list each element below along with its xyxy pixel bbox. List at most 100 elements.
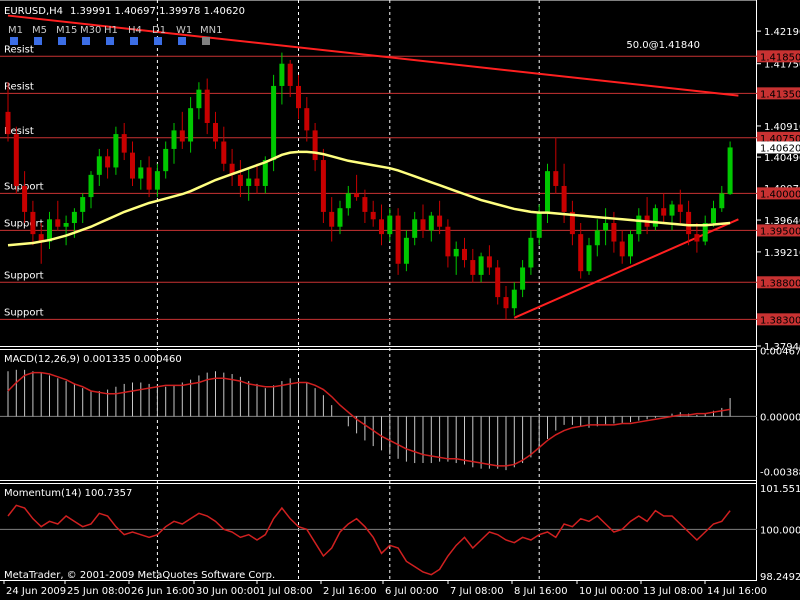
level-box-label: 1.39500 [760, 226, 800, 237]
candle-body [495, 267, 501, 298]
price-tick-label: 1.40910 [764, 122, 800, 133]
candle-body [13, 134, 19, 186]
level-side-label: Support [4, 218, 44, 229]
level-box-label: 1.40000 [760, 189, 800, 200]
candle-body [403, 237, 409, 264]
candle-body [603, 223, 609, 231]
candle [113, 126, 119, 175]
candle-body [619, 241, 625, 257]
trendline [513, 218, 739, 319]
candle-body [304, 108, 310, 131]
candle [38, 223, 44, 264]
candle-body [213, 122, 218, 142]
candle-body [154, 171, 160, 190]
candle [578, 223, 584, 279]
candle [387, 208, 393, 242]
fib-label: 50.0@1.41840 [626, 40, 700, 51]
level-box-bg [757, 187, 800, 200]
candle [628, 230, 633, 264]
time-tick-label: 13 Jul 08:00 [643, 586, 703, 597]
timeframe-label: M1 [8, 25, 23, 36]
level-price-box: 1.38300 [757, 313, 800, 326]
price-tick-label: 1.42190 [764, 27, 800, 38]
candle [478, 252, 484, 283]
candle-body [586, 245, 592, 272]
candle [437, 200, 443, 235]
candle [644, 197, 650, 235]
level-box-bg [757, 50, 800, 63]
candle-body [188, 108, 194, 142]
candle-body [503, 297, 509, 309]
candle-body [387, 215, 393, 235]
candle [213, 111, 218, 149]
candle [237, 160, 243, 198]
candle [171, 122, 177, 164]
timeframe-button-m1[interactable]: M1 [8, 25, 23, 45]
candle-body [113, 134, 119, 168]
price-tick-label: 1.39640 [764, 216, 800, 227]
candle [719, 185, 725, 212]
timeframe-button-m5[interactable]: M5 [32, 25, 47, 45]
candle [652, 204, 658, 231]
timeframe-bar[interactable]: M1 M5 M15 M30 H1 H4 D1 W1 MN1 [8, 25, 222, 45]
candle-body [196, 89, 202, 109]
candle [337, 200, 343, 235]
level-side-label: Support [4, 270, 44, 281]
candle-body [594, 230, 600, 246]
level-price-box: 1.39500 [757, 224, 800, 237]
candle [146, 156, 152, 198]
timeframe-button-mn1[interactable]: MN1 [200, 25, 222, 45]
macd-tick-label: -0.003889 [760, 467, 800, 478]
candle-body [312, 130, 318, 161]
candle-body [420, 219, 426, 231]
timeframe-indicator [130, 37, 138, 45]
timeframe-button-m30[interactable]: M30 [80, 25, 101, 45]
candle [13, 126, 19, 194]
candle [5, 82, 11, 142]
candles [5, 52, 733, 320]
candle-body [171, 130, 177, 149]
level-price-box: 1.41350 [757, 87, 800, 100]
candle-body [354, 193, 360, 198]
candle [221, 126, 227, 172]
candle [702, 215, 708, 246]
candle-body [55, 219, 61, 227]
candle [603, 208, 609, 246]
candle [88, 171, 94, 209]
candle [661, 193, 667, 224]
candle [495, 260, 501, 305]
candle [329, 197, 335, 242]
candle [370, 200, 376, 227]
candle-body [71, 211, 77, 224]
timeframe-label: H4 [128, 25, 142, 36]
timeframe-button-d1[interactable]: D1 [152, 25, 166, 45]
candle-body [320, 160, 326, 212]
level-price-box: 1.41850 [757, 50, 800, 63]
current-price-bg [757, 141, 800, 154]
timeframe-indicator [154, 37, 162, 45]
level-side-label: Resist [4, 81, 34, 92]
level-box-label: 1.40750 [760, 134, 800, 145]
timeframe-button-h1[interactable]: H1 [104, 25, 118, 45]
timeframe-button-w1[interactable]: W1 [176, 25, 192, 45]
candle-body [727, 147, 733, 195]
candle [569, 200, 575, 246]
level-box-bg [757, 276, 800, 289]
candle-body [561, 185, 567, 212]
candle [462, 237, 467, 268]
candle-body [428, 215, 434, 231]
level-price-box: 1.40000 [757, 187, 800, 200]
timeframe-button-h4[interactable]: H4 [128, 25, 142, 45]
candle-body [511, 289, 517, 309]
candle [130, 141, 135, 186]
candle [229, 148, 235, 186]
candle-body [437, 215, 443, 227]
timeframe-label: W1 [176, 25, 192, 36]
candle [304, 97, 310, 142]
timeframe-button-m15[interactable]: M15 [56, 25, 77, 45]
time-grid [156, 0, 540, 580]
candle-body [370, 211, 376, 220]
candle [520, 260, 526, 298]
candle-body [636, 215, 642, 235]
